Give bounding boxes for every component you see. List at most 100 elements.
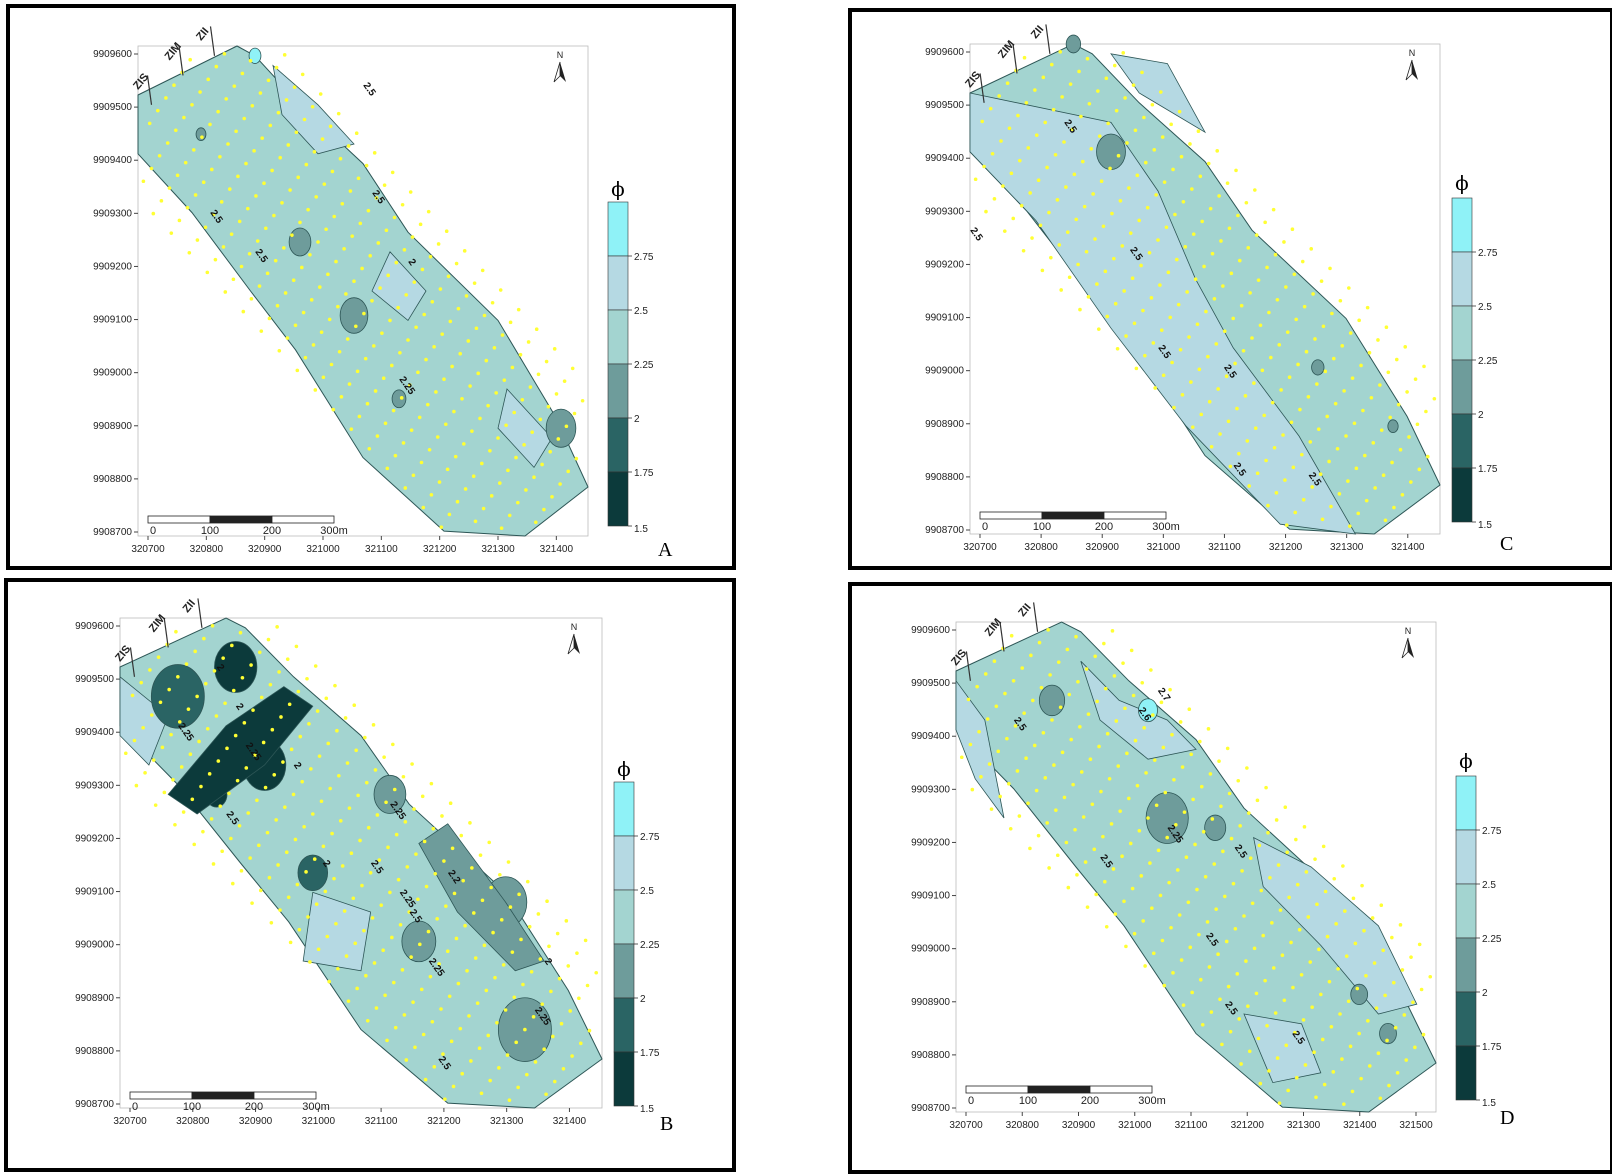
- sample-point: [1378, 1096, 1383, 1101]
- legend-level-label: 2: [634, 414, 640, 425]
- sample-point: [1316, 427, 1321, 431]
- sample-point: [1302, 304, 1307, 309]
- scale-segment: [271, 515, 335, 524]
- sample-point: [1128, 231, 1133, 235]
- sample-point: [301, 310, 306, 315]
- sample-point: [1193, 277, 1198, 282]
- sample-point: [255, 239, 260, 243]
- sample-point: [351, 896, 356, 901]
- contour-patch-dark: [373, 774, 407, 814]
- sample-point: [444, 422, 448, 427]
- sample-point: [516, 307, 521, 312]
- sample-point: [1181, 199, 1186, 204]
- sample-point: [1315, 382, 1319, 386]
- sample-point: [1017, 814, 1022, 818]
- sample-point: [1112, 256, 1116, 261]
- sample-point: [1262, 413, 1267, 418]
- sample-point: [158, 700, 163, 705]
- sample-point: [410, 235, 415, 239]
- sample-point: [568, 1009, 572, 1013]
- sample-point: [345, 337, 350, 341]
- sample-point: [336, 304, 340, 309]
- sample-point: [1175, 868, 1180, 872]
- sample-point: [1142, 726, 1146, 730]
- sample-point: [226, 142, 230, 146]
- sample-point: [424, 357, 428, 362]
- sample-point: [1393, 1025, 1398, 1030]
- sample-point: [1191, 797, 1195, 802]
- sample-point: [1093, 237, 1097, 241]
- sample-point: [526, 340, 531, 344]
- sample-point: [141, 179, 146, 184]
- sample-point: [210, 167, 214, 172]
- sample-point: [1067, 692, 1072, 697]
- sample-point: [516, 1085, 520, 1090]
- sample-point: [1342, 389, 1346, 393]
- sample-point: [1163, 790, 1168, 795]
- sample-point: [186, 707, 191, 711]
- sample-point: [1133, 128, 1138, 133]
- sample-point: [1323, 889, 1328, 894]
- x-tick-label: 320800: [1006, 1120, 1040, 1131]
- contour-patch-dark: [1350, 983, 1369, 1005]
- contour-patch-light: [302, 891, 372, 972]
- sample-point: [594, 970, 599, 975]
- sample-point: [325, 934, 330, 939]
- x-tick-label: 321400: [1391, 542, 1425, 553]
- sample-point: [500, 333, 505, 337]
- sample-point: [460, 1071, 465, 1076]
- sample-point: [190, 797, 195, 802]
- sample-point: [366, 825, 371, 830]
- sample-point: [1257, 843, 1262, 848]
- sample-point: [1298, 407, 1302, 412]
- sample-point: [1065, 647, 1070, 652]
- sample-point: [1146, 816, 1150, 820]
- sample-point: [968, 742, 973, 747]
- sample-point: [1228, 1029, 1233, 1034]
- sample-point: [448, 319, 453, 324]
- scale-label: 300m: [302, 1101, 330, 1113]
- sample-point: [337, 773, 341, 778]
- sample-point: [1265, 265, 1269, 270]
- sample-point: [147, 121, 152, 126]
- sample-point: [540, 1002, 545, 1006]
- sample-point: [501, 963, 506, 967]
- sample-point: [1026, 146, 1031, 150]
- sample-point: [414, 325, 418, 330]
- sample-point: [230, 643, 234, 648]
- sample-point: [432, 1065, 437, 1069]
- sample-point: [1289, 940, 1293, 945]
- sample-point: [334, 921, 338, 926]
- sample-point: [1404, 1058, 1409, 1062]
- sample-point: [1338, 1012, 1342, 1016]
- sample-point: [479, 1091, 484, 1096]
- x-tick-label: 321100: [365, 1116, 398, 1127]
- sample-point: [1263, 220, 1267, 225]
- sample-point: [229, 836, 233, 841]
- sample-point: [1267, 1069, 1271, 1073]
- legend-swatch: [1455, 1045, 1477, 1101]
- sample-point: [354, 748, 358, 753]
- sample-point: [1243, 394, 1248, 398]
- sample-point: [193, 649, 197, 654]
- sample-point: [241, 309, 246, 314]
- sample-point: [475, 1001, 480, 1005]
- sample-point: [286, 895, 291, 900]
- sample-point: [1050, 718, 1054, 722]
- sample-point: [353, 941, 358, 946]
- sample-point: [324, 696, 329, 701]
- scale-label: 200: [1095, 521, 1113, 533]
- sample-point: [263, 785, 268, 790]
- sample-point: [203, 681, 208, 686]
- sample-point: [1103, 686, 1108, 691]
- sample-point: [394, 260, 399, 265]
- sample-point: [1032, 743, 1037, 748]
- sample-point: [1122, 289, 1126, 293]
- sample-point: [1111, 867, 1116, 871]
- legend-symbol: ϕ: [611, 177, 625, 201]
- sample-point: [1352, 421, 1357, 426]
- sample-point: [1150, 906, 1154, 910]
- contour-patch-dark: [214, 641, 258, 693]
- sample-point: [370, 916, 375, 920]
- sample-point: [409, 428, 414, 432]
